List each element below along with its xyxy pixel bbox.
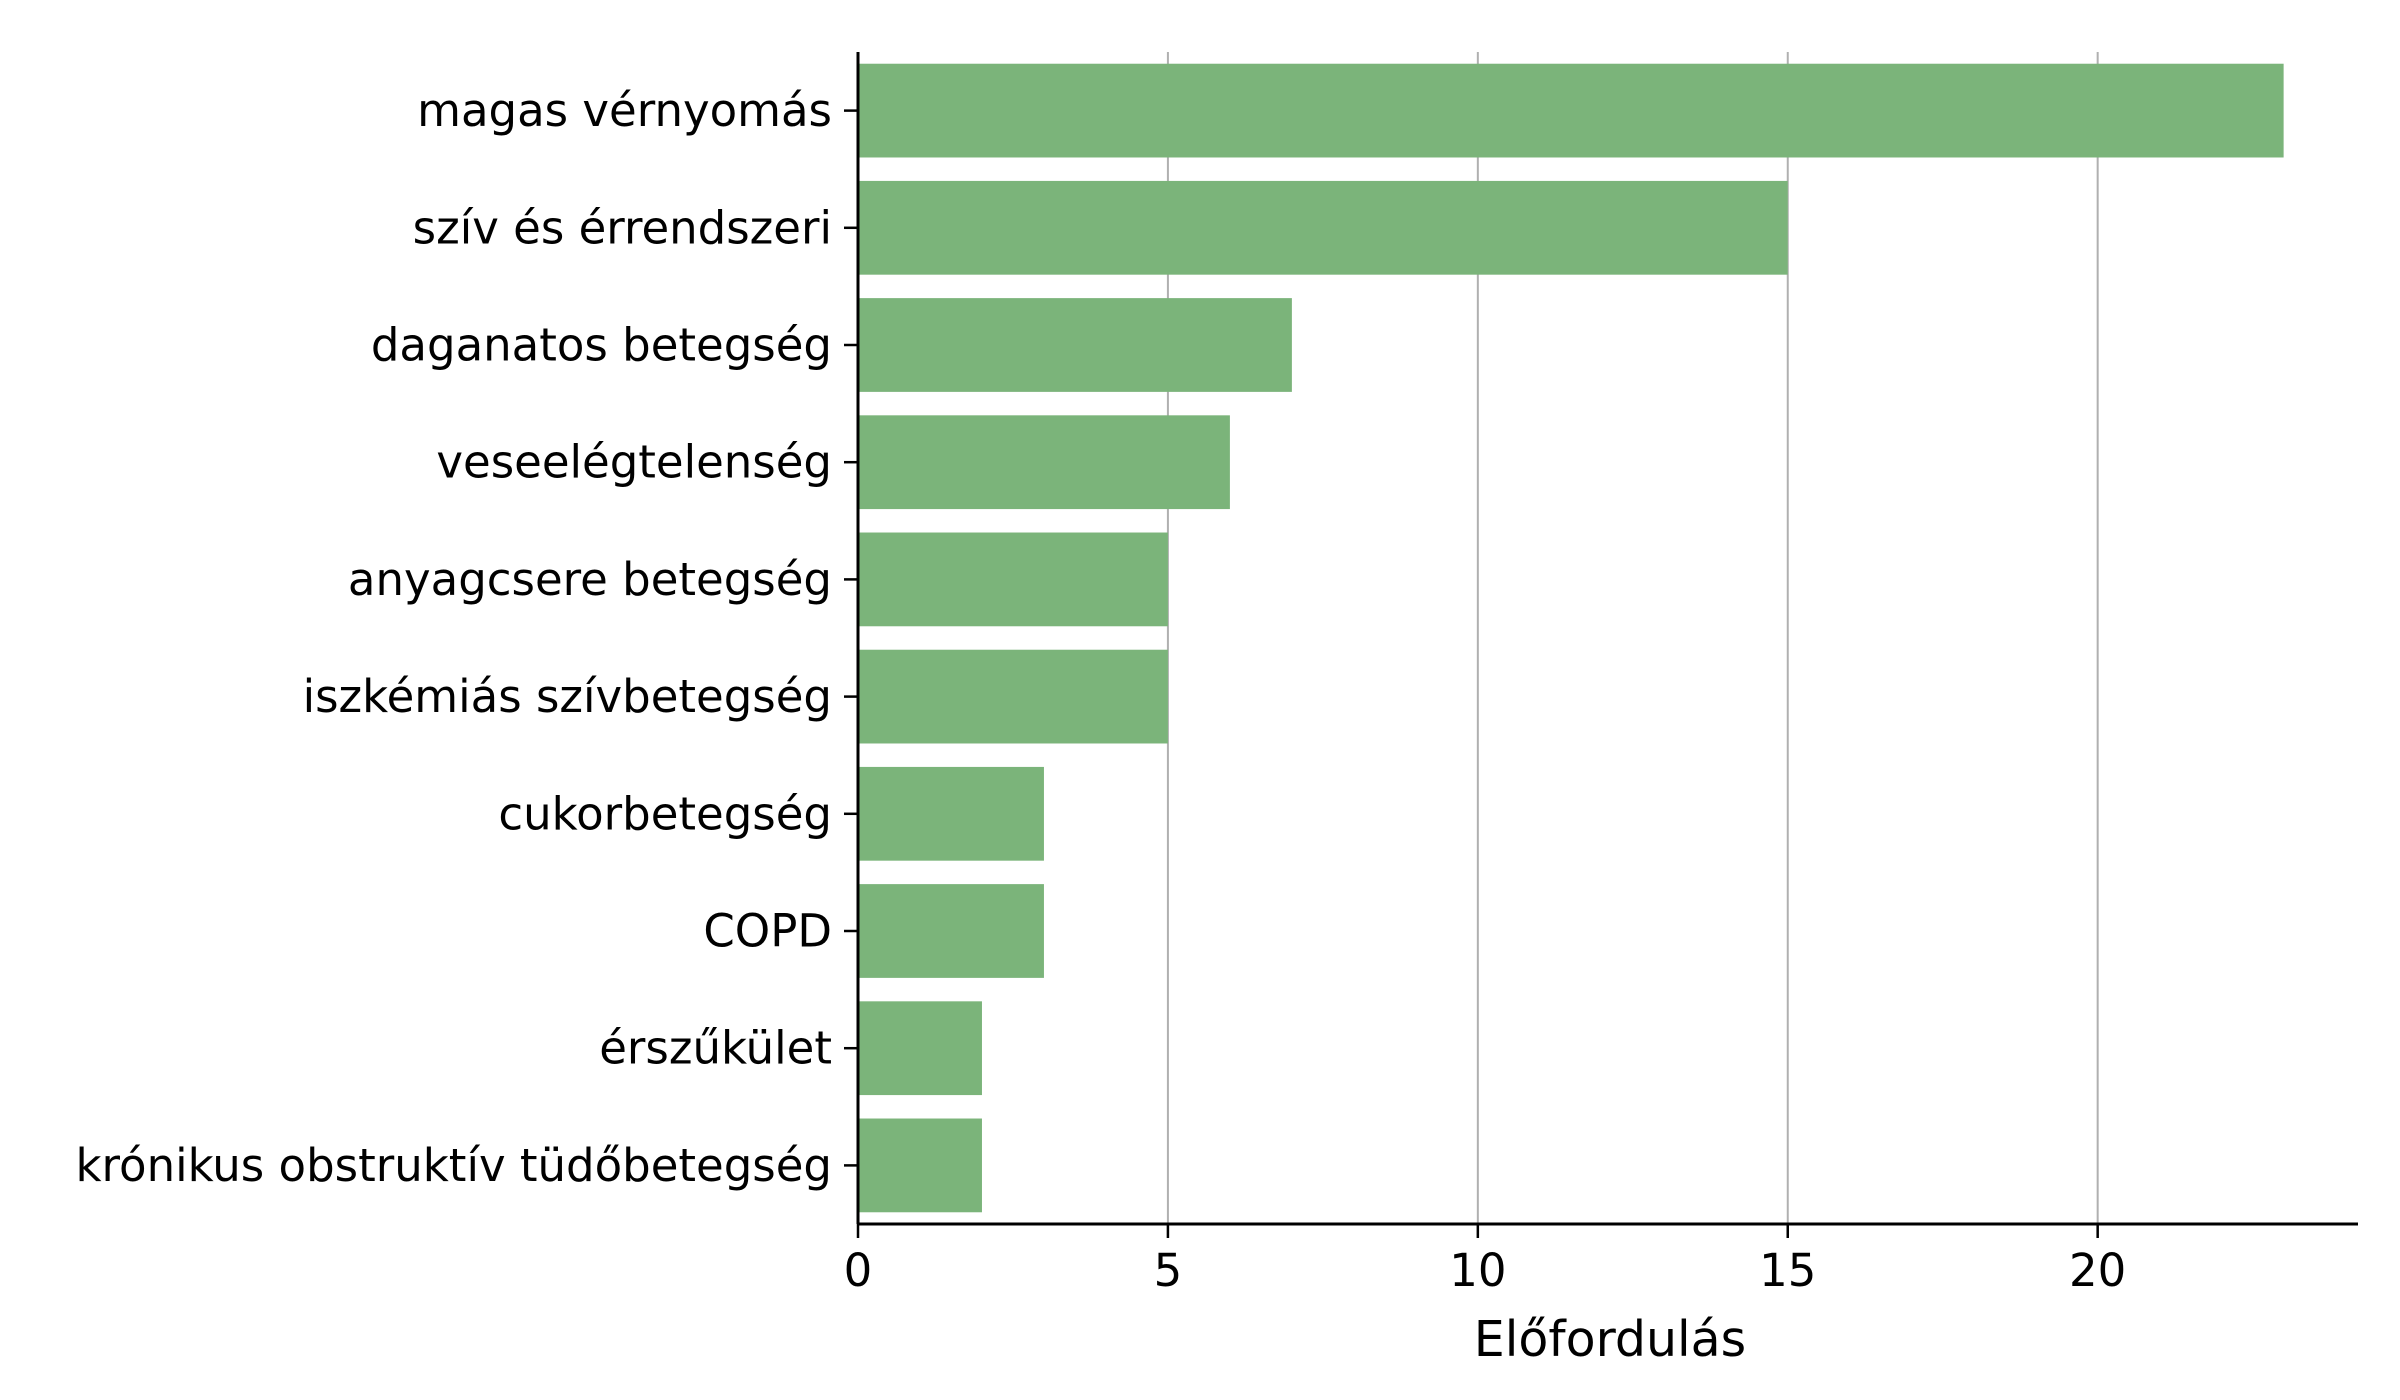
bars xyxy=(858,63,2284,1213)
x-axis-label: Előfordulás xyxy=(1474,1311,1746,1368)
x-tick-marks xyxy=(856,1224,2099,1238)
bar-0 xyxy=(858,63,2284,158)
axes xyxy=(856,52,2358,1226)
x-tick-label-5: 5 xyxy=(1154,1244,1183,1297)
category-label-2: daganatos betegség xyxy=(371,319,832,372)
bar-8 xyxy=(858,1001,982,1096)
y-tick-marks xyxy=(844,109,858,1167)
category-label-1: szív és érrendszeri xyxy=(413,201,832,254)
bar-4 xyxy=(858,532,1168,627)
category-labels: magas vérnyomás szív és érrendszeri dagana… xyxy=(75,84,832,1192)
x-tick-label-10: 10 xyxy=(1449,1244,1506,1297)
category-label-5: iszkémiás szívbetegség xyxy=(303,670,832,723)
category-label-9: krónikus obstruktív tüdőbetegség xyxy=(75,1139,832,1192)
bar-6 xyxy=(858,766,1044,861)
bar-3 xyxy=(858,415,1230,510)
category-label-8: érszűkület xyxy=(599,1022,832,1075)
category-label-7: COPD xyxy=(703,905,832,958)
bar-9 xyxy=(858,1118,982,1213)
category-label-0: magas vérnyomás xyxy=(417,84,832,137)
x-tick-label-20: 20 xyxy=(2069,1244,2126,1297)
category-label-6: cukorbetegség xyxy=(498,787,832,840)
x-tick-label-0: 0 xyxy=(844,1244,873,1297)
x-tick-labels: 0 5 10 15 20 xyxy=(844,1244,2127,1297)
category-label-3: veseelégtelenség xyxy=(436,436,832,489)
category-label-4: anyagcsere betegség xyxy=(348,553,832,606)
bar-7 xyxy=(858,884,1044,978)
bar-5 xyxy=(858,649,1168,744)
x-tick-label-15: 15 xyxy=(1759,1244,1816,1297)
bar-2 xyxy=(858,298,1292,392)
bar-1 xyxy=(858,180,1788,275)
